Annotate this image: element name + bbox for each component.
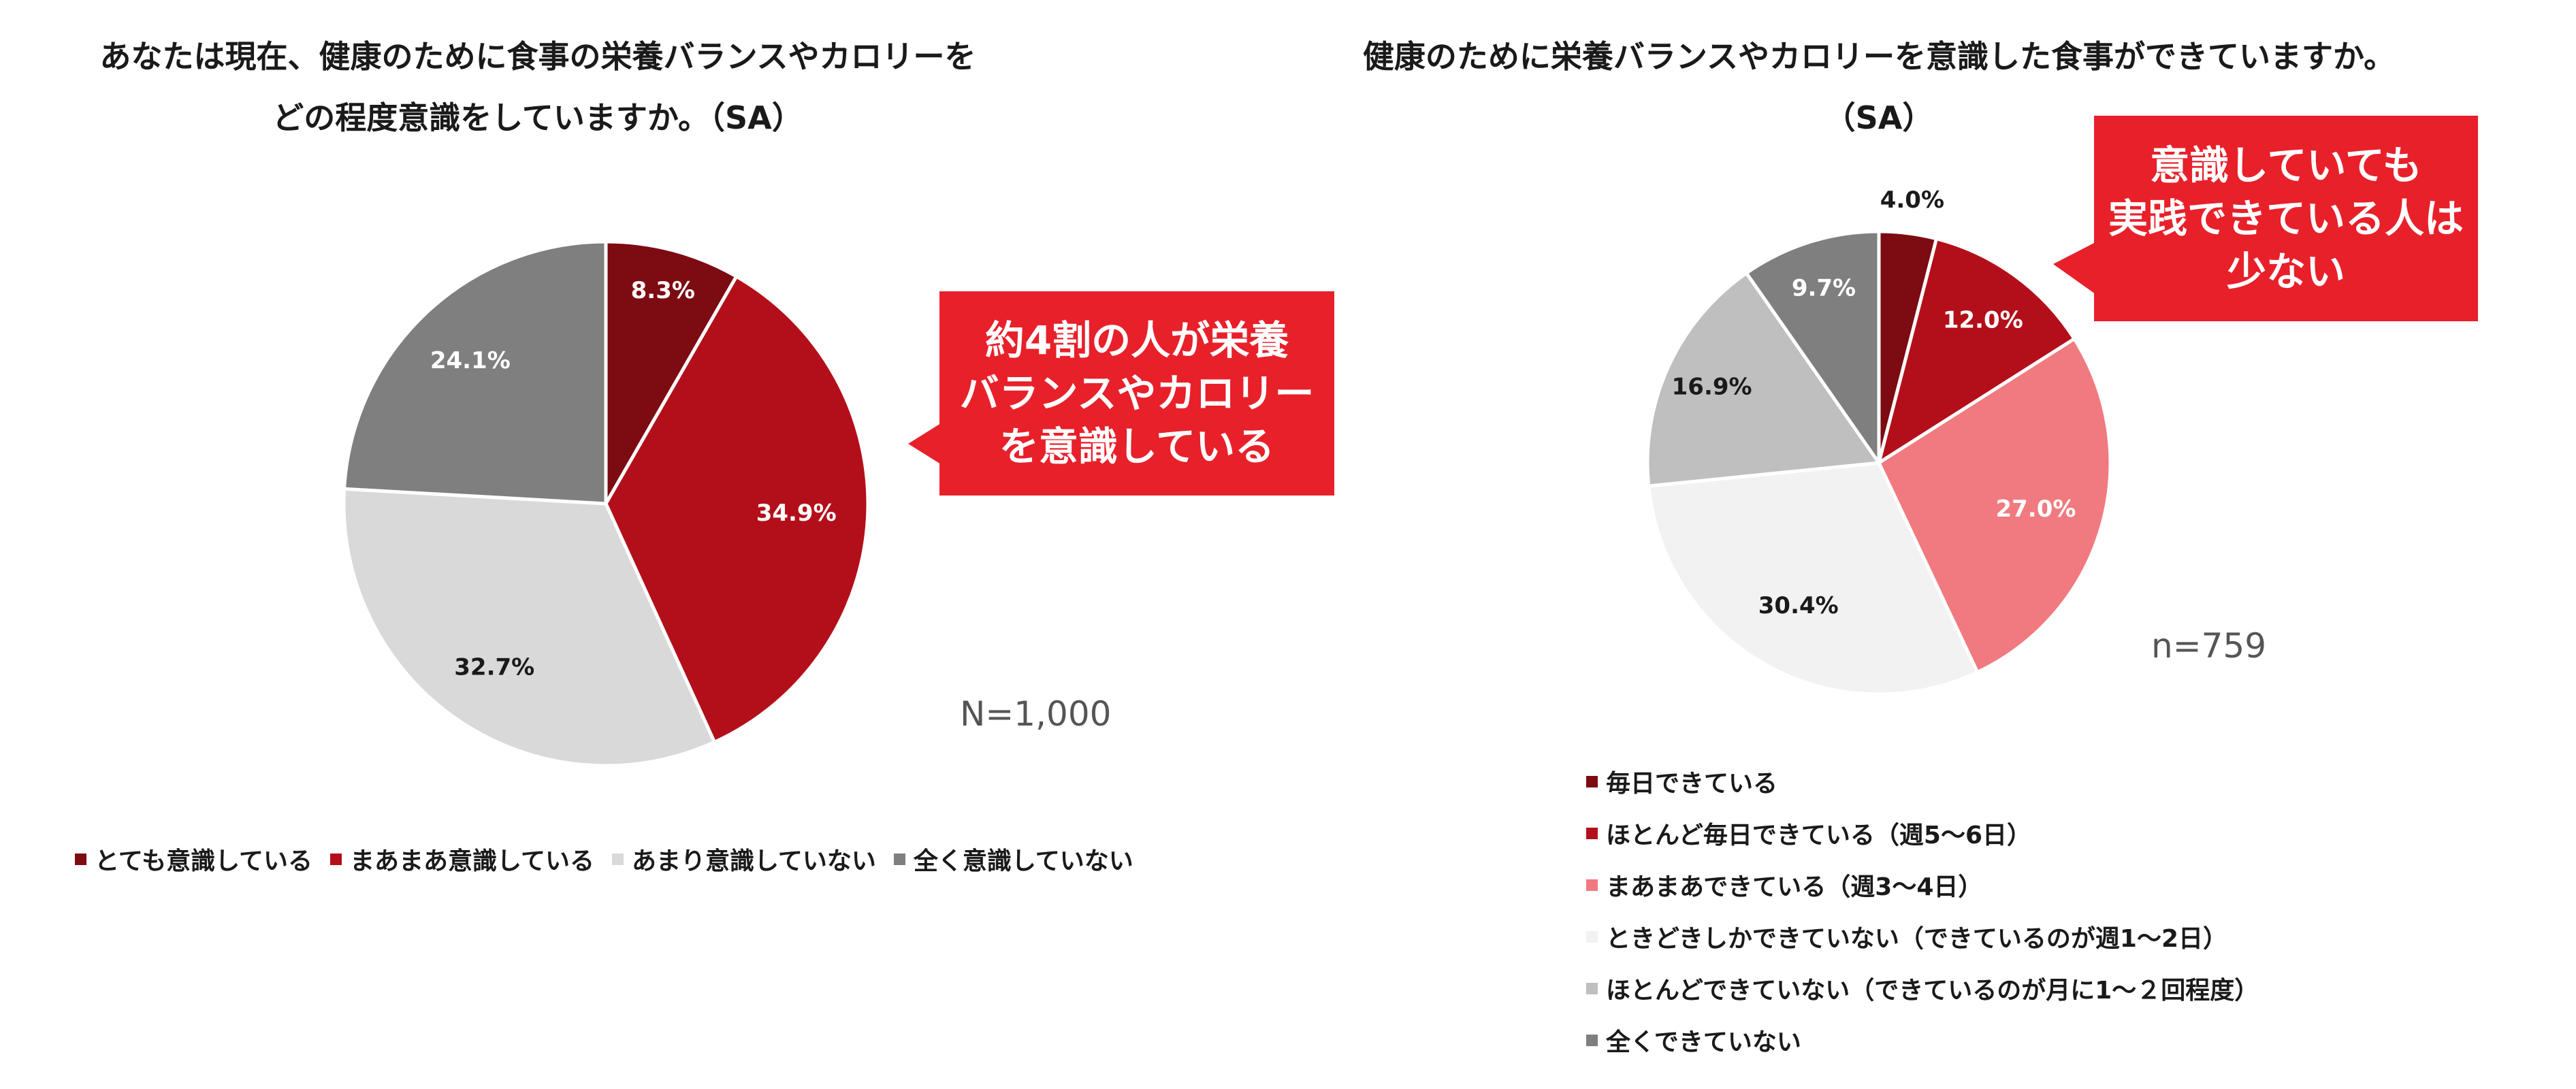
chart-title-right-line2: （SA） (1824, 99, 1934, 136)
pie-slice (1645, 271, 1881, 488)
data-label: 8.3% (631, 277, 695, 304)
legend-label: ときどきしかできていない（できているのが週1～2日） (1606, 925, 2228, 953)
legend-item: 全くできていない (1586, 1014, 2259, 1066)
legend-label: ほとんど毎日できている（週5～6日） (1606, 822, 2032, 849)
pie-slice (342, 487, 717, 768)
legend-swatch (1586, 775, 1598, 787)
data-label: 34.9% (756, 500, 837, 527)
pie-slice (604, 240, 739, 506)
legend-item: 全く意識していない (893, 841, 1133, 877)
callout-right: 意識していても 実践できている人は 少ない (2094, 116, 2478, 321)
legend-swatch (1586, 827, 1598, 839)
callout-left: 約4割の人が栄養 バランスやカロリー を意識している (939, 291, 1334, 495)
chart-title-right: 健康のために栄養バランスやカロリーを意識した食事ができていますか。 （SA） (1293, 26, 2464, 148)
legend-swatch (1586, 879, 1598, 891)
legend-swatch (611, 853, 624, 865)
legend-swatch (1586, 1034, 1598, 1046)
pie-slice (1877, 237, 2076, 465)
data-label: 27.0% (1995, 495, 2076, 523)
chart-title-left-line1: あなたは現在、健康のために食事の栄養バランスやカロリーを (99, 38, 976, 75)
callout-right-text: 意識していても 実践できている人は 少ない (2108, 142, 2464, 295)
pie-slice (1647, 461, 1980, 696)
legend-item: とても意識している (75, 841, 312, 877)
legend-left: とても意識している まあまあ意識している あまり意識していない 全く意識していな… (75, 841, 1151, 877)
legend-item: 毎日できている (1586, 755, 2259, 807)
sample-size-right: n=759 (2151, 626, 2267, 666)
legend-item: まあまあ意識している (330, 841, 594, 877)
legend-item: ほとんど毎日できている（週5～6日） (1586, 807, 2259, 859)
pie-slice (342, 240, 608, 506)
data-label: 12.0% (1943, 307, 2023, 334)
legend-item: まあまあできている（週3～4日） (1586, 859, 2259, 911)
callout-right-pointer (2053, 242, 2095, 294)
pie-slice (604, 274, 870, 744)
callout-left-text: 約4割の人が栄養 バランスやカロリー を意識している (959, 317, 1315, 470)
pie-slice (1877, 337, 2112, 674)
legend-label: とても意識している (95, 847, 313, 875)
data-label: 24.1% (430, 347, 511, 374)
legend-label: あまり意識していない (631, 847, 876, 875)
legend-label: 全く意識していない (913, 847, 1133, 875)
legend-label: 毎日できている (1606, 770, 1778, 798)
legend-swatch (1586, 982, 1598, 994)
legend-label: ほとんどできていない（できているのが月に1～２回程度） (1606, 977, 2259, 1005)
legend-right: 毎日できている ほとんど毎日できている（週5～6日） まあまあできている（週3～… (1586, 755, 2259, 1066)
legend-label: まあまあ意識している (350, 847, 594, 875)
chart-title-left: あなたは現在、健康のために食事の栄養バランスやカロリーを どの程度意識をしていま… (82, 26, 994, 148)
data-label: 4.0% (1880, 186, 1944, 214)
legend-item: あまり意識していない (611, 841, 876, 877)
legend-swatch (1586, 930, 1598, 943)
chart-title-left-line2: どの程度意識をしていますか。（SA） (272, 99, 803, 136)
legend-label: まあまあできている（週3～4日） (1606, 873, 1983, 901)
data-label: 32.7% (454, 653, 534, 681)
legend-label: 全くできていない (1606, 1028, 1801, 1056)
data-label: 16.9% (1672, 373, 1752, 400)
data-label: 30.4% (1758, 592, 1839, 619)
pie-slice (1744, 229, 1881, 465)
chart-title-right-line1: 健康のために栄養バランスやカロリーを意識した食事ができていますか。 (1362, 38, 2396, 75)
sample-size-left: N=1,000 (960, 694, 1112, 734)
pie-chart-right: 4.0% 12.0% 27.0% 30.4% 16.9% 9.7% (1645, 186, 2112, 696)
callout-left-pointer (908, 423, 941, 464)
data-label: 9.7% (1792, 274, 1856, 302)
legend-item: ほとんどできていない（できているのが月に1～２回程度） (1586, 962, 2259, 1014)
legend-swatch (893, 853, 905, 865)
legend-swatch (330, 853, 342, 865)
pie-chart-left: 8.3% 34.9% 32.7% 24.1% (342, 240, 870, 768)
legend-swatch (75, 853, 86, 865)
legend-item: ときどきしかできていない（できているのが週1～2日） (1586, 911, 2259, 962)
